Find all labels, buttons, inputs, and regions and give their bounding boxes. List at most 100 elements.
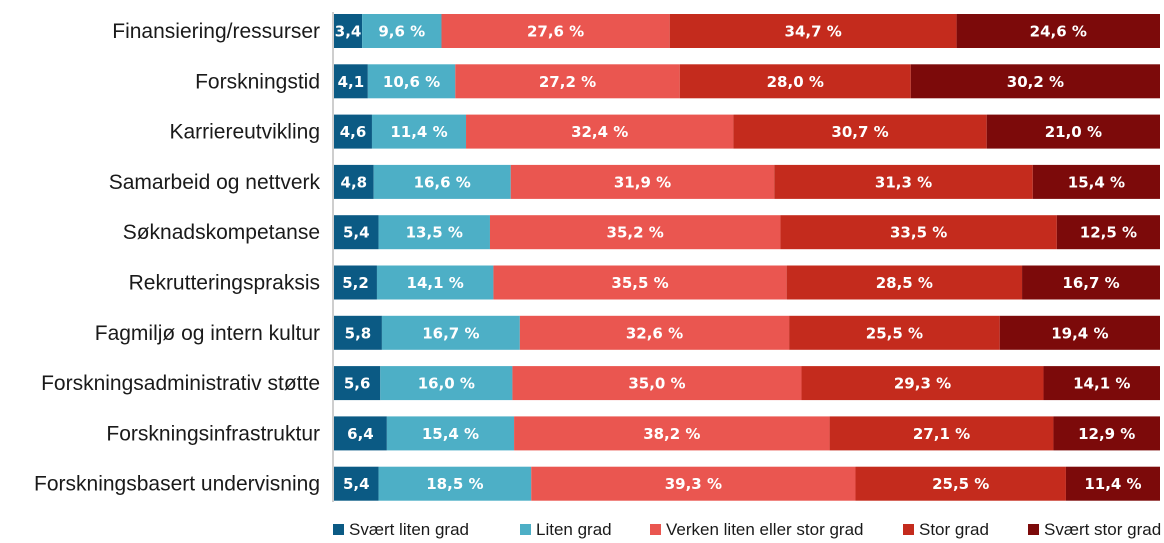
category-label: Søknadskompetanse [123, 221, 320, 244]
bar-segment [334, 466, 379, 501]
data-label: 39,3 % [665, 475, 722, 493]
data-label: 5,4 [343, 475, 370, 493]
legend-swatch [903, 524, 914, 535]
bar-segment [371, 114, 467, 149]
data-label: 4,6 [340, 123, 367, 141]
bar-segment [510, 164, 775, 199]
data-label: 32,6 % [626, 324, 683, 342]
bar-segment [489, 215, 781, 250]
data-label: 18,5 % [426, 475, 483, 493]
category-labels: Finansiering/ressurser Forskningstid Karri… [34, 20, 320, 496]
data-label: 34,7 % [785, 23, 842, 41]
data-labels: 3,4 9,6 % 27,6 % 34,7 % 24,6 % 4,1 10,6 % 27,2 … [335, 23, 1142, 494]
category-label: Fagmiljø og intern kultur [95, 322, 320, 345]
bar-segment [334, 114, 372, 149]
data-label: 30,7 % [831, 123, 888, 141]
bar-segment [733, 114, 987, 149]
category-label: Karriereutvikling [169, 121, 320, 144]
data-label: 5,6 [344, 375, 371, 393]
legend-item: Liten grad [520, 520, 612, 539]
bar-segment [334, 64, 368, 99]
data-label: 11,4 % [390, 123, 447, 141]
data-label: 33,5 % [890, 224, 947, 242]
data-label: 5,8 [345, 324, 372, 342]
bar-segment [1043, 366, 1160, 401]
data-label: 12,9 % [1078, 425, 1135, 443]
data-label: 27,2 % [539, 73, 596, 91]
bar-segment [789, 315, 1000, 350]
data-label: 29,3 % [894, 375, 951, 393]
bar-segment [514, 416, 830, 451]
bar-segment [334, 14, 363, 48]
data-label: 12,5 % [1080, 224, 1137, 242]
data-label: 5,4 [343, 224, 370, 242]
legend-label: Verken liten eller stor grad [666, 520, 864, 539]
bar-segment [334, 215, 379, 250]
data-label: 14,1 % [407, 274, 464, 292]
data-label: 14,1 % [1073, 375, 1130, 393]
bar-segment [786, 265, 1023, 300]
data-label: 19,4 % [1051, 324, 1108, 342]
data-label: 5,2 [342, 274, 369, 292]
data-label: 10,6 % [383, 73, 440, 91]
bar-segment [455, 64, 680, 99]
bar-segment [1022, 265, 1160, 300]
bar-segment [801, 366, 1044, 401]
bar-segment [334, 164, 374, 199]
data-label: 35,2 % [607, 224, 664, 242]
bar-segment [376, 265, 494, 300]
data-label: 11,4 % [1084, 475, 1141, 493]
legend-item: Svært stor grad [1028, 520, 1161, 539]
data-label: 31,9 % [614, 173, 671, 191]
data-label: 27,1 % [913, 425, 970, 443]
legend-swatch [520, 524, 531, 535]
data-label: 15,4 % [1068, 173, 1125, 191]
legend-label: Stor grad [919, 520, 989, 539]
data-label: 30,2 % [1007, 73, 1064, 91]
data-label: 24,6 % [1030, 23, 1087, 41]
bar-segment [1065, 466, 1160, 501]
category-label: Forskningsadministrativ støtte [41, 372, 320, 395]
legend-item: Svært liten grad [333, 520, 469, 539]
bar-segment [334, 265, 377, 300]
data-label: 13,5 % [406, 224, 463, 242]
bar-segment [780, 215, 1057, 250]
bar-segment [1032, 164, 1160, 199]
bar-segment [910, 64, 1160, 99]
legend: Svært liten grad Liten grad Verken liten e… [333, 520, 1161, 539]
bar-segment [1056, 215, 1160, 250]
data-label: 28,5 % [876, 274, 933, 292]
data-label: 16,7 % [1062, 274, 1119, 292]
data-label: 25,5 % [866, 324, 923, 342]
bar-segment [334, 366, 381, 401]
category-label: Forskningsinfrastruktur [106, 422, 320, 445]
data-label: 3,4 [335, 23, 362, 41]
category-label: Samarbeid og nettverk [109, 171, 321, 194]
bar-segment [774, 164, 1033, 199]
data-label: 16,7 % [422, 324, 479, 342]
bar-segments [334, 14, 1160, 501]
legend-label: Svært stor grad [1044, 520, 1161, 539]
bar-segment [362, 14, 442, 48]
bar-segment [829, 416, 1054, 451]
bar-segment [512, 366, 802, 401]
bar-segment [334, 315, 382, 350]
legend-swatch [333, 524, 344, 535]
legend-swatch [1028, 524, 1039, 535]
bar-segment [956, 14, 1160, 48]
category-label: Forskningstid [195, 70, 320, 93]
bar-segment [999, 315, 1160, 350]
legend-label: Liten grad [536, 520, 612, 539]
data-label: 25,5 % [932, 475, 989, 493]
data-label: 16,0 % [418, 375, 475, 393]
data-label: 16,6 % [414, 173, 471, 191]
bar-segment [519, 315, 790, 350]
bar-segment [373, 164, 511, 199]
category-label: Forskningsbasert undervisning [34, 473, 320, 496]
data-label: 27,6 % [527, 23, 584, 41]
bar-segment [381, 315, 520, 350]
data-label: 21,0 % [1045, 123, 1102, 141]
data-label: 4,1 [338, 73, 365, 91]
data-label: 35,5 % [611, 274, 668, 292]
